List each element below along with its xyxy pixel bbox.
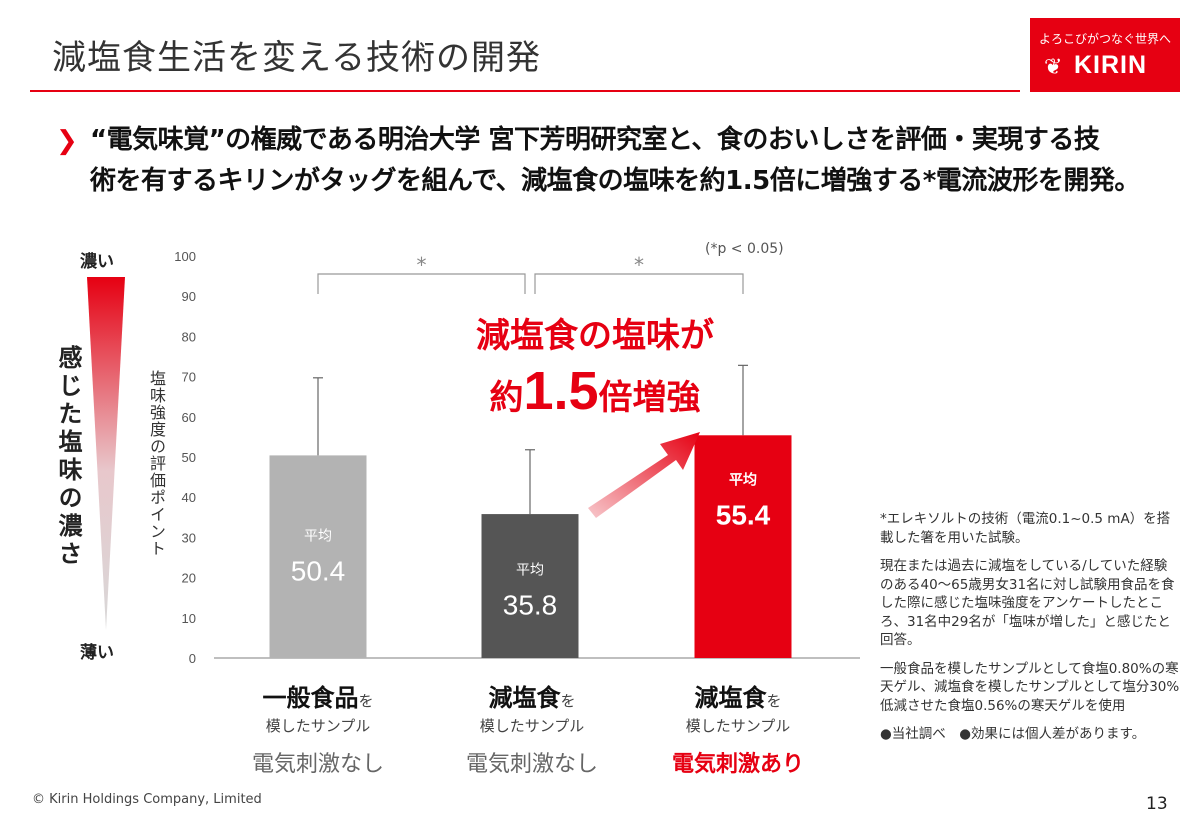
category-name: 減塩食 [694, 684, 767, 712]
category-name: 減塩食 [488, 684, 561, 712]
scale-bottom-label: 薄い [80, 643, 114, 663]
note-survey: 現在または過去に減塩をしている/していた経験のある40～65歳男女31名に対し試… [880, 558, 1175, 648]
bar-value-prefix: 平均 [304, 528, 332, 544]
y-tick-label: 20 [182, 571, 196, 586]
y-tick-label: 50 [182, 450, 196, 465]
category-stimulus: 電気刺激あり [671, 752, 804, 777]
category-name: 一般食品 [262, 684, 359, 712]
y-tick-label: 70 [182, 370, 196, 385]
y-tick-label: 10 [182, 611, 196, 626]
y-tick-label: 100 [174, 249, 196, 264]
callout-suffix: 倍増強 [598, 378, 701, 418]
headline-line-1: “電気味覚”の権威である明治大学 宮下芳明研究室と、食のおいしさを評価・実現する… [90, 125, 1100, 155]
y-tick-label: 0 [189, 651, 196, 666]
y-tick-label: 30 [182, 530, 196, 545]
intensity-scale-wedge [87, 277, 125, 630]
bar [269, 455, 367, 658]
title-divider [30, 90, 1020, 92]
scale-top-label: 濃い [80, 252, 114, 272]
y-tick-label: 40 [182, 490, 196, 505]
category-sub: 模したサンプル [685, 717, 791, 735]
bar-value-label: 55.4 [716, 499, 771, 530]
bars: 平均 50.4 平均 35.8 平均 55.4 [269, 364, 792, 658]
page-number: 13 [1146, 794, 1168, 814]
category-particle: を [358, 692, 374, 710]
bar [481, 514, 579, 658]
kirin-logo: よろこびがつなぐ世界へ ❦ KIRIN [1030, 18, 1180, 92]
category-2: 減塩食を 模したサンプル 電気刺激なし [432, 678, 632, 778]
category-sub: 模したサンプル [265, 717, 371, 735]
callout-multiplier: 1.5 [523, 361, 599, 421]
callout-line-2: 約1.5倍増強 [440, 360, 750, 422]
category-1: 一般食品を 模したサンプル 電気刺激なし [218, 678, 418, 778]
copyright: © Kirin Holdings Company, Limited [32, 792, 262, 807]
significance-brackets: * * [317, 253, 744, 294]
bar-value-label: 35.8 [503, 590, 558, 621]
category-stimulus: 電気刺激なし [251, 752, 384, 777]
callout-prefix: 約 [489, 378, 524, 418]
category-particle: を [766, 692, 782, 710]
page-title: 減塩食生活を変える技術の開発 [52, 38, 541, 78]
footnotes: *エレキソルトの技術（電流0.1~0.5 mA）を搭載した箸を用いた試験。 現在… [880, 510, 1180, 754]
y-axis-label: 塩味強度の評価ポイント [147, 370, 166, 557]
category-stimulus: 電気刺激なし [465, 752, 598, 777]
note-samples: 一般食品を模したサンプルとして食塩0.80%の寒天ゲル、減塩食を模したサンプルと… [880, 660, 1180, 714]
p-value-note: (*p < 0.05) [705, 241, 784, 257]
headline-line-2: 術を有するキリンがタッグを組んで、減塩食の塩味を約1.5倍に増強する*電流波形を… [90, 166, 1140, 196]
logo-tagline: よろこびがつなぐ世界へ [1038, 32, 1171, 46]
significance-mark: * [634, 253, 644, 277]
bar [694, 435, 792, 658]
bar-value-prefix: 平均 [516, 563, 544, 579]
callout-line-1: 減塩食の塩味が [476, 316, 714, 356]
bar-value-prefix: 平均 [729, 471, 757, 488]
increase-arrow-icon [588, 432, 700, 518]
category-particle: を [560, 692, 576, 710]
bar-value-label: 50.4 [291, 555, 346, 586]
significance-bracket [317, 273, 526, 294]
note-method: *エレキソルトの技術（電流0.1~0.5 mA）を搭載した箸を用いた試験。 [880, 511, 1171, 546]
logo-name: KIRIN [1074, 51, 1148, 79]
y-tick-label: 60 [182, 410, 196, 425]
significance-bracket [534, 273, 744, 294]
category-3: 減塩食を 模したサンプル 電気刺激あり [638, 678, 838, 778]
y-tick-label: 80 [182, 329, 196, 344]
significance-mark: * [417, 253, 427, 277]
chevron-right-icon: ❯ [56, 126, 78, 156]
category-sub: 模したサンプル [479, 717, 585, 735]
scale-title: 感じた塩味の濃さ [54, 345, 82, 569]
kirin-emblem-icon: ❦ [1044, 55, 1063, 80]
note-disclaimer: ●当社調べ ●効果には個人差があります。 [880, 726, 1146, 742]
y-tick-label: 90 [182, 289, 196, 304]
